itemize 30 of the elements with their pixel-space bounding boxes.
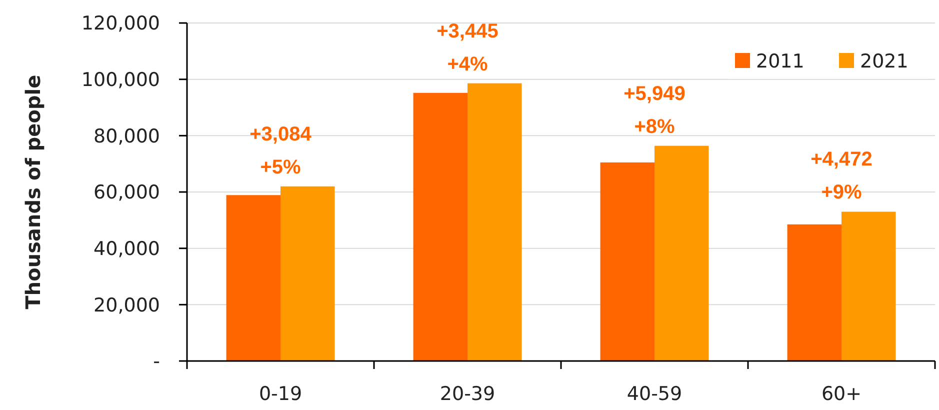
x-tick-label: 20-39 — [440, 383, 496, 405]
annotation: +3,084 — [250, 123, 312, 146]
annotation: +4,472 — [810, 148, 872, 171]
bar — [280, 186, 335, 361]
y-tick-label: 20,000 — [94, 294, 160, 316]
x-tick-label: 60+ — [821, 383, 862, 405]
annotation: +5,949 — [624, 82, 686, 105]
bar — [654, 146, 709, 361]
bar — [600, 162, 654, 361]
bar — [413, 92, 468, 361]
bar — [226, 195, 280, 361]
annotation: +5% — [260, 156, 302, 178]
x-tick-label: 0-19 — [258, 383, 302, 405]
legend-label: 2011 — [756, 50, 804, 73]
annotation: +4% — [447, 53, 488, 76]
bar — [468, 83, 522, 361]
y-tick-label: 100,000 — [81, 68, 160, 91]
y-tick-label: 120,000 — [81, 12, 160, 35]
bar — [842, 212, 896, 361]
y-tick-label: 60,000 — [94, 182, 160, 204]
bar — [787, 224, 842, 361]
annotation: +8% — [634, 116, 676, 138]
legend-label: 2021 — [860, 50, 908, 73]
y-tick-label: 80,000 — [94, 125, 160, 148]
y-tick-label: - — [153, 350, 160, 373]
x-tick-label: 40-59 — [626, 383, 682, 405]
annotation: +9% — [821, 182, 862, 204]
annotation: +3,445 — [436, 20, 498, 42]
y-axis-title: Thousands of people — [21, 74, 45, 310]
y-tick-label: 40,000 — [94, 238, 160, 260]
